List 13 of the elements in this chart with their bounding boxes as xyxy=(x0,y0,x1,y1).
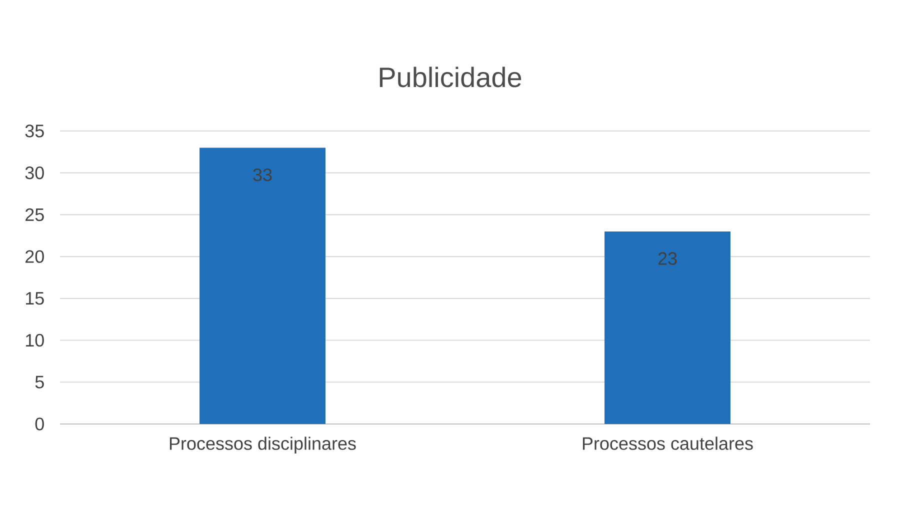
x-tick-label: Processos cautelares xyxy=(582,436,753,450)
y-tick-label: 20 xyxy=(26,250,44,263)
data-label: 23 xyxy=(658,252,677,265)
y-tick-label: 15 xyxy=(26,292,44,305)
data-label: 33 xyxy=(253,168,272,182)
y-tick-label: 30 xyxy=(25,166,44,180)
y-tick-label: 10 xyxy=(26,334,44,347)
y-tick-label: 0 xyxy=(35,418,44,430)
chart-title: Publicidade xyxy=(380,66,522,88)
x-tick-label: Processos disciplinares xyxy=(170,436,356,454)
y-tick-label: 35 xyxy=(25,124,44,138)
y-tick-label: 25 xyxy=(26,208,44,222)
y-tick-label: 5 xyxy=(35,376,44,388)
